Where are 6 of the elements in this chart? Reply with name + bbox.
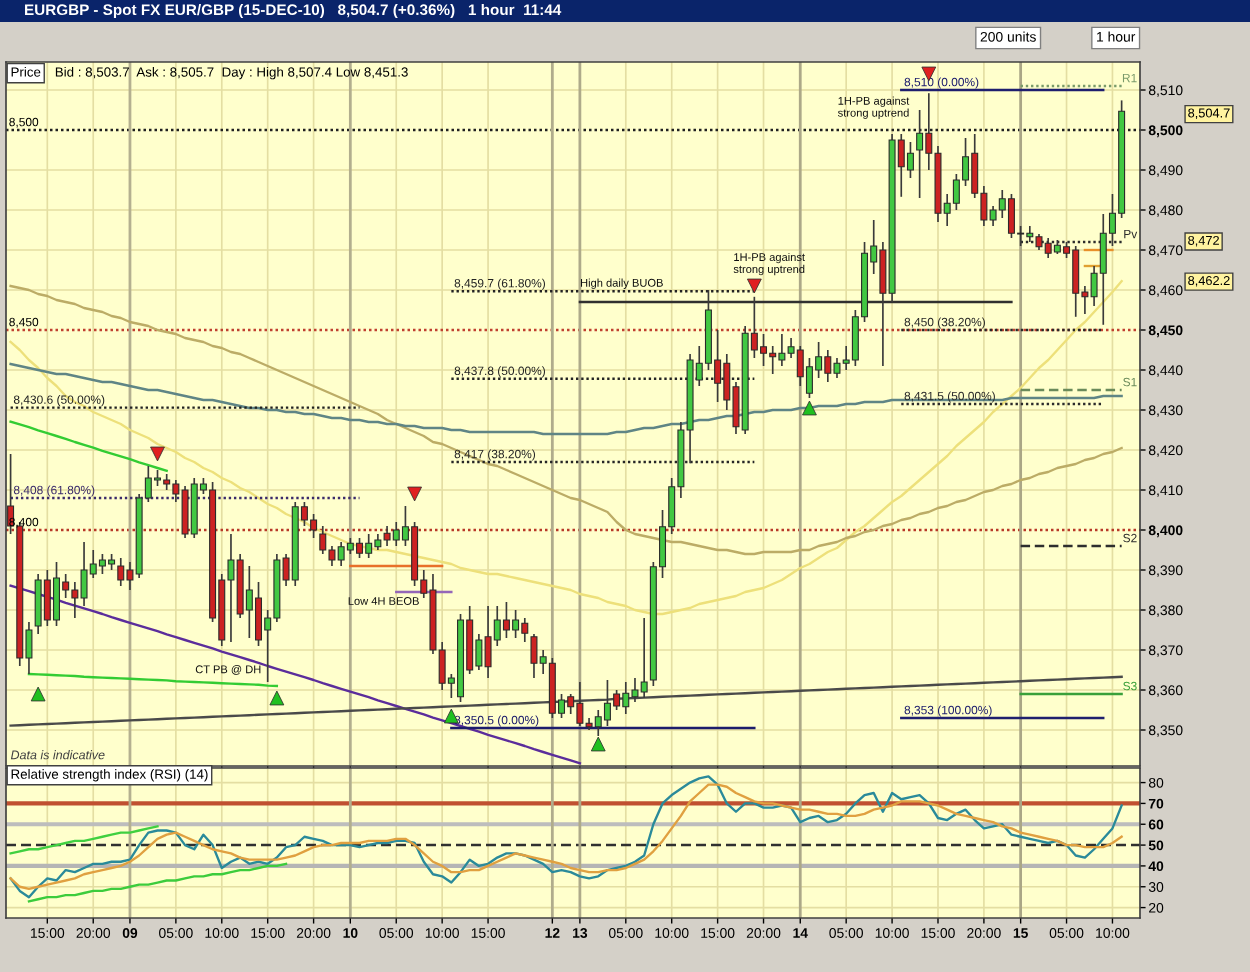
line-series <box>9 362 1123 436</box>
candlestick <box>906 141 914 179</box>
line-series <box>27 862 288 903</box>
line-series <box>9 420 168 472</box>
line-series <box>9 825 159 855</box>
line-series <box>9 280 1123 616</box>
